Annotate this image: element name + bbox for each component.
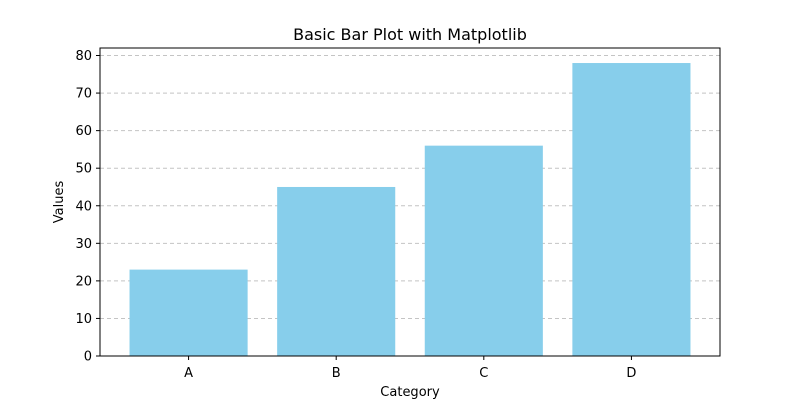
bar-c [424,145,543,356]
x-tick-label: C [479,366,488,381]
y-tick-label: 30 [75,237,92,252]
bar-a [129,269,248,356]
chart-title: Basic Bar Plot with Matplotlib [293,25,527,44]
y-tick-label: 10 [75,312,92,327]
bars [129,63,691,357]
x-tick-label: A [184,366,193,381]
plot-area-frame [99,47,721,357]
y-tick-label: 50 [75,162,92,177]
x-tick-label: B [332,366,341,381]
y-axis-ticks: 0 10 20 30 40 50 60 70 80 [75,49,100,365]
y-tick-label: 0 [84,350,92,365]
y-tick-label: 80 [75,49,92,64]
y-tick-label: 40 [75,199,92,214]
bar-b [277,186,396,356]
x-axis-label: Category [380,385,440,400]
x-axis-ticks: A B C D [184,356,636,381]
y-tick-label: 70 [75,87,92,102]
y-tick-label: 60 [75,124,92,139]
y-axis-label: Values [52,181,67,224]
x-tick-label: D [626,366,636,381]
bar-d [572,63,691,357]
y-tick-label: 20 [75,274,92,289]
